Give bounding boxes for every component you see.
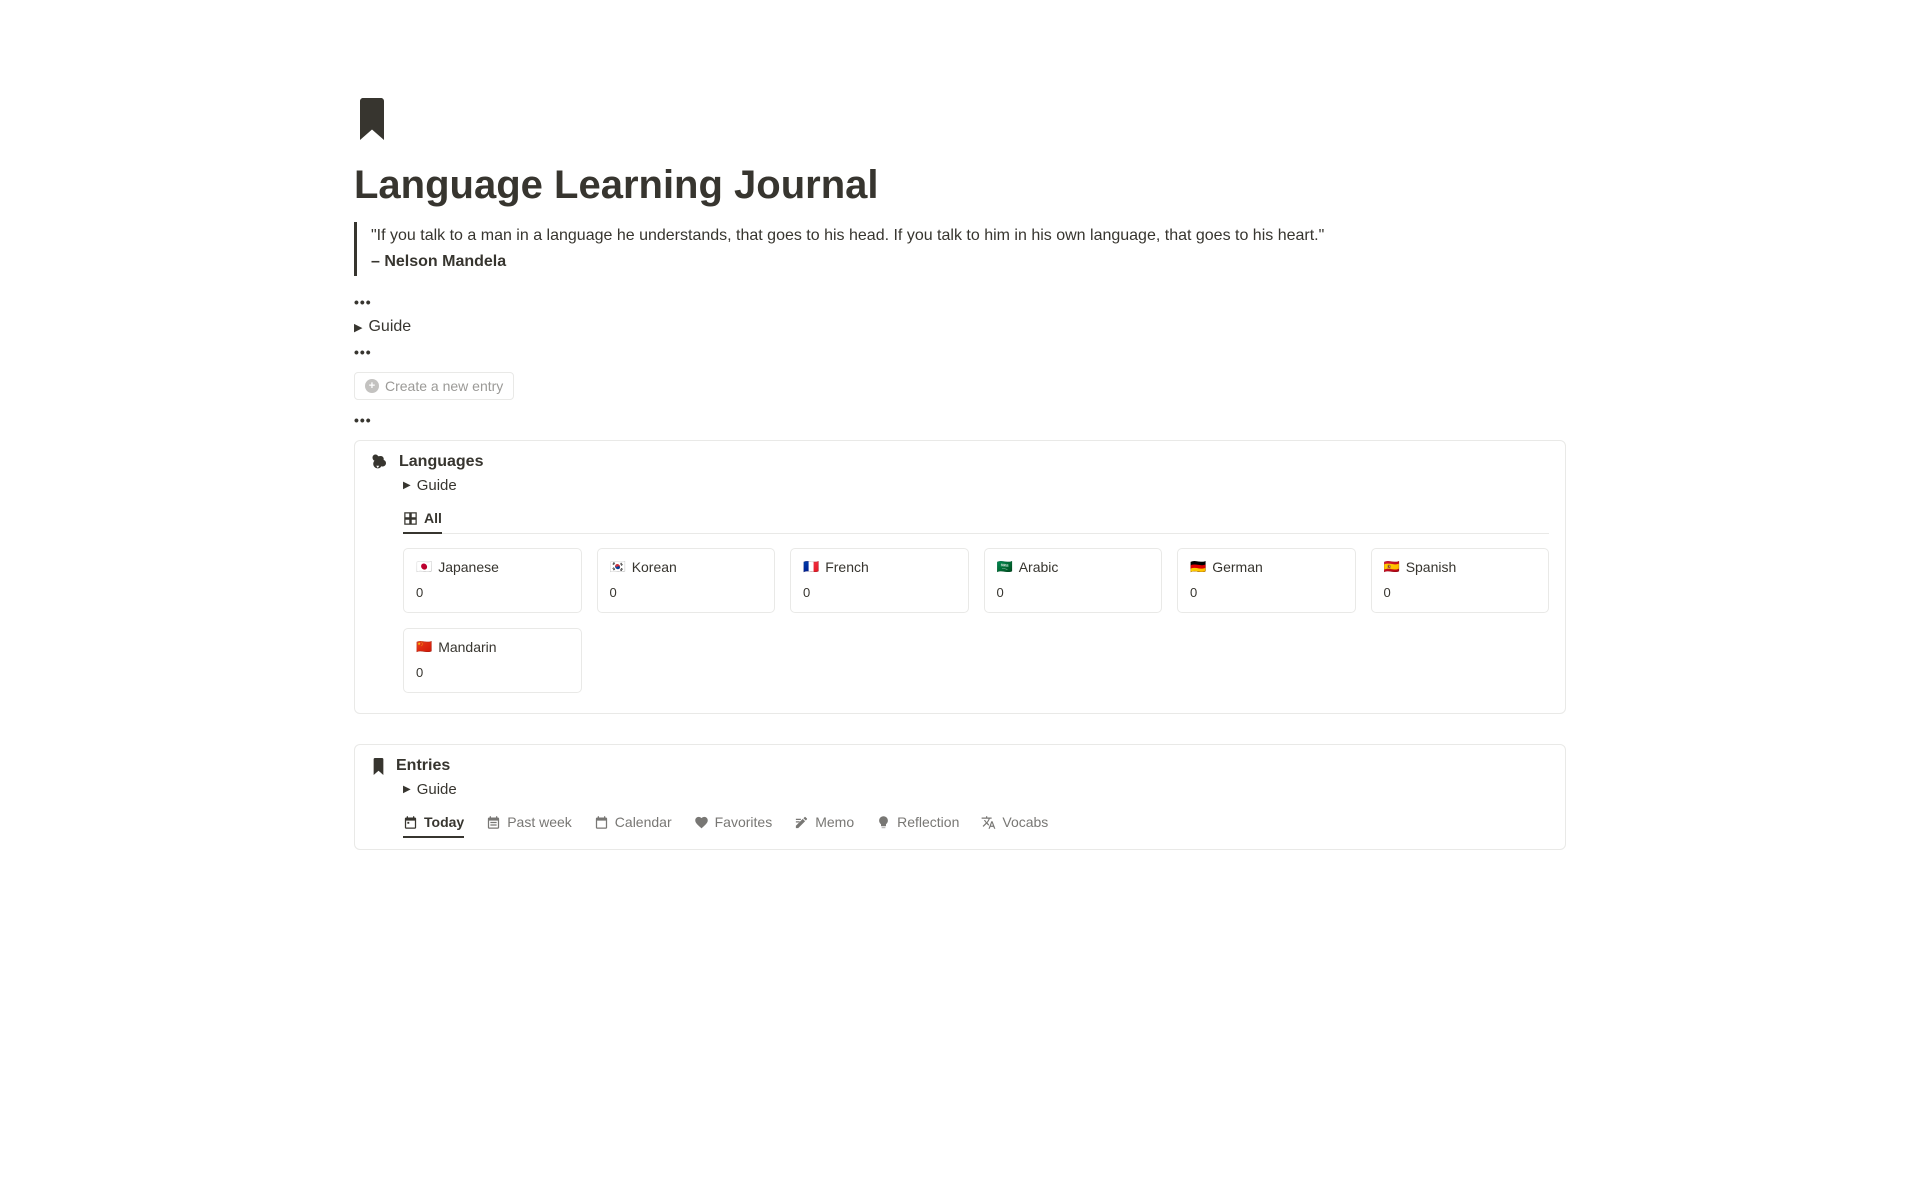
- flag-icon: 🇰🇷: [610, 559, 626, 575]
- language-card-count: 0: [1190, 585, 1343, 600]
- entries-tab-label: Memo: [815, 814, 854, 830]
- page-title: Language Learning Journal: [354, 163, 1566, 208]
- gallery-icon: [403, 511, 418, 526]
- caret-right-icon: ▶: [403, 784, 411, 795]
- flag-icon: 🇸🇦: [997, 559, 1013, 575]
- past-week-icon: [486, 815, 501, 830]
- languages-panel-title: Languages: [399, 453, 483, 471]
- entries-tab-past-week[interactable]: Past week: [486, 810, 572, 837]
- quote-text: "If you talk to a man in a language he u…: [371, 224, 1566, 248]
- entries-tab-reflection[interactable]: Reflection: [876, 810, 959, 837]
- entries-tab-today[interactable]: Today: [403, 810, 464, 837]
- language-card-name: Mandarin: [438, 639, 496, 655]
- entries-tab-vocabs[interactable]: Vocabs: [981, 810, 1048, 837]
- bookmark-icon: [371, 758, 386, 775]
- favorites-icon: [694, 815, 709, 830]
- entries-tab-label: Vocabs: [1002, 814, 1048, 830]
- flag-icon: 🇨🇳: [416, 639, 432, 655]
- create-entry-button[interactable]: + Create a new entry: [354, 372, 514, 400]
- language-card[interactable]: 🇰🇷 Korean 0: [597, 548, 776, 613]
- divider-dots-1: •••: [354, 294, 1566, 310]
- quote-author: – Nelson Mandela: [371, 250, 1566, 274]
- language-card-count: 0: [803, 585, 956, 600]
- language-card[interactable]: 🇸🇦 Arabic 0: [984, 548, 1163, 613]
- memo-icon: [794, 815, 809, 830]
- language-card[interactable]: 🇪🇸 Spanish 0: [1371, 548, 1550, 613]
- language-card-count: 0: [416, 585, 569, 600]
- guide-toggle[interactable]: ▶ Guide: [354, 318, 1566, 336]
- entries-tab-favorites[interactable]: Favorites: [694, 810, 773, 837]
- language-card[interactable]: 🇩🇪 German 0: [1177, 548, 1356, 613]
- divider-dots-2: •••: [354, 344, 1566, 360]
- flag-icon: 🇯🇵: [416, 559, 432, 575]
- entries-guide-toggle[interactable]: ▶ Guide: [403, 781, 1549, 798]
- flag-icon: 🇫🇷: [803, 559, 819, 575]
- languages-guide-toggle[interactable]: ▶ Guide: [403, 477, 1549, 494]
- caret-right-icon: ▶: [403, 480, 411, 491]
- language-card-count: 0: [1384, 585, 1537, 600]
- language-card-name: Spanish: [1406, 559, 1457, 575]
- languages-guide-label: Guide: [417, 477, 457, 494]
- languages-tab-all[interactable]: All: [403, 506, 442, 533]
- entries-tab-label: Calendar: [615, 814, 672, 830]
- languages-icon: [371, 453, 389, 471]
- plus-circle-icon: +: [365, 379, 379, 393]
- bookmark-icon: [354, 98, 390, 140]
- calendar-icon: [594, 815, 609, 830]
- entries-tab-label: Today: [424, 814, 464, 830]
- entries-guide-label: Guide: [417, 781, 457, 798]
- language-card-name: Arabic: [1019, 559, 1059, 575]
- languages-tab-all-label: All: [424, 510, 442, 526]
- language-card-name: Korean: [632, 559, 677, 575]
- guide-toggle-label: Guide: [368, 318, 411, 336]
- entries-panel-title: Entries: [396, 757, 450, 775]
- flag-icon: 🇪🇸: [1384, 559, 1400, 575]
- language-card-count: 0: [997, 585, 1150, 600]
- entries-tab-memo[interactable]: Memo: [794, 810, 854, 837]
- language-card-name: French: [825, 559, 869, 575]
- language-card-count: 0: [610, 585, 763, 600]
- caret-right-icon: ▶: [354, 321, 362, 334]
- today-icon: [403, 815, 418, 830]
- flag-icon: 🇩🇪: [1190, 559, 1206, 575]
- vocabs-icon: [981, 815, 996, 830]
- entries-tab-calendar[interactable]: Calendar: [594, 810, 672, 837]
- entries-panel: Entries ▶ Guide Today Past week Calendar Fa…: [354, 744, 1566, 850]
- divider-dots-3: •••: [354, 412, 1566, 428]
- entries-tab-label: Favorites: [715, 814, 773, 830]
- language-card-name: Japanese: [438, 559, 499, 575]
- entries-tab-label: Past week: [507, 814, 572, 830]
- language-card-name: German: [1212, 559, 1263, 575]
- language-card-count: 0: [416, 665, 569, 680]
- quote-block: "If you talk to a man in a language he u…: [354, 222, 1566, 276]
- language-card[interactable]: 🇫🇷 French 0: [790, 548, 969, 613]
- reflection-icon: [876, 815, 891, 830]
- entries-tab-label: Reflection: [897, 814, 959, 830]
- language-card[interactable]: 🇯🇵 Japanese 0: [403, 548, 582, 613]
- languages-panel: Languages ▶ Guide All 🇯🇵 Japanese 0 🇰🇷 Korea…: [354, 440, 1566, 714]
- create-entry-label: Create a new entry: [385, 378, 503, 394]
- language-card[interactable]: 🇨🇳 Mandarin 0: [403, 628, 582, 693]
